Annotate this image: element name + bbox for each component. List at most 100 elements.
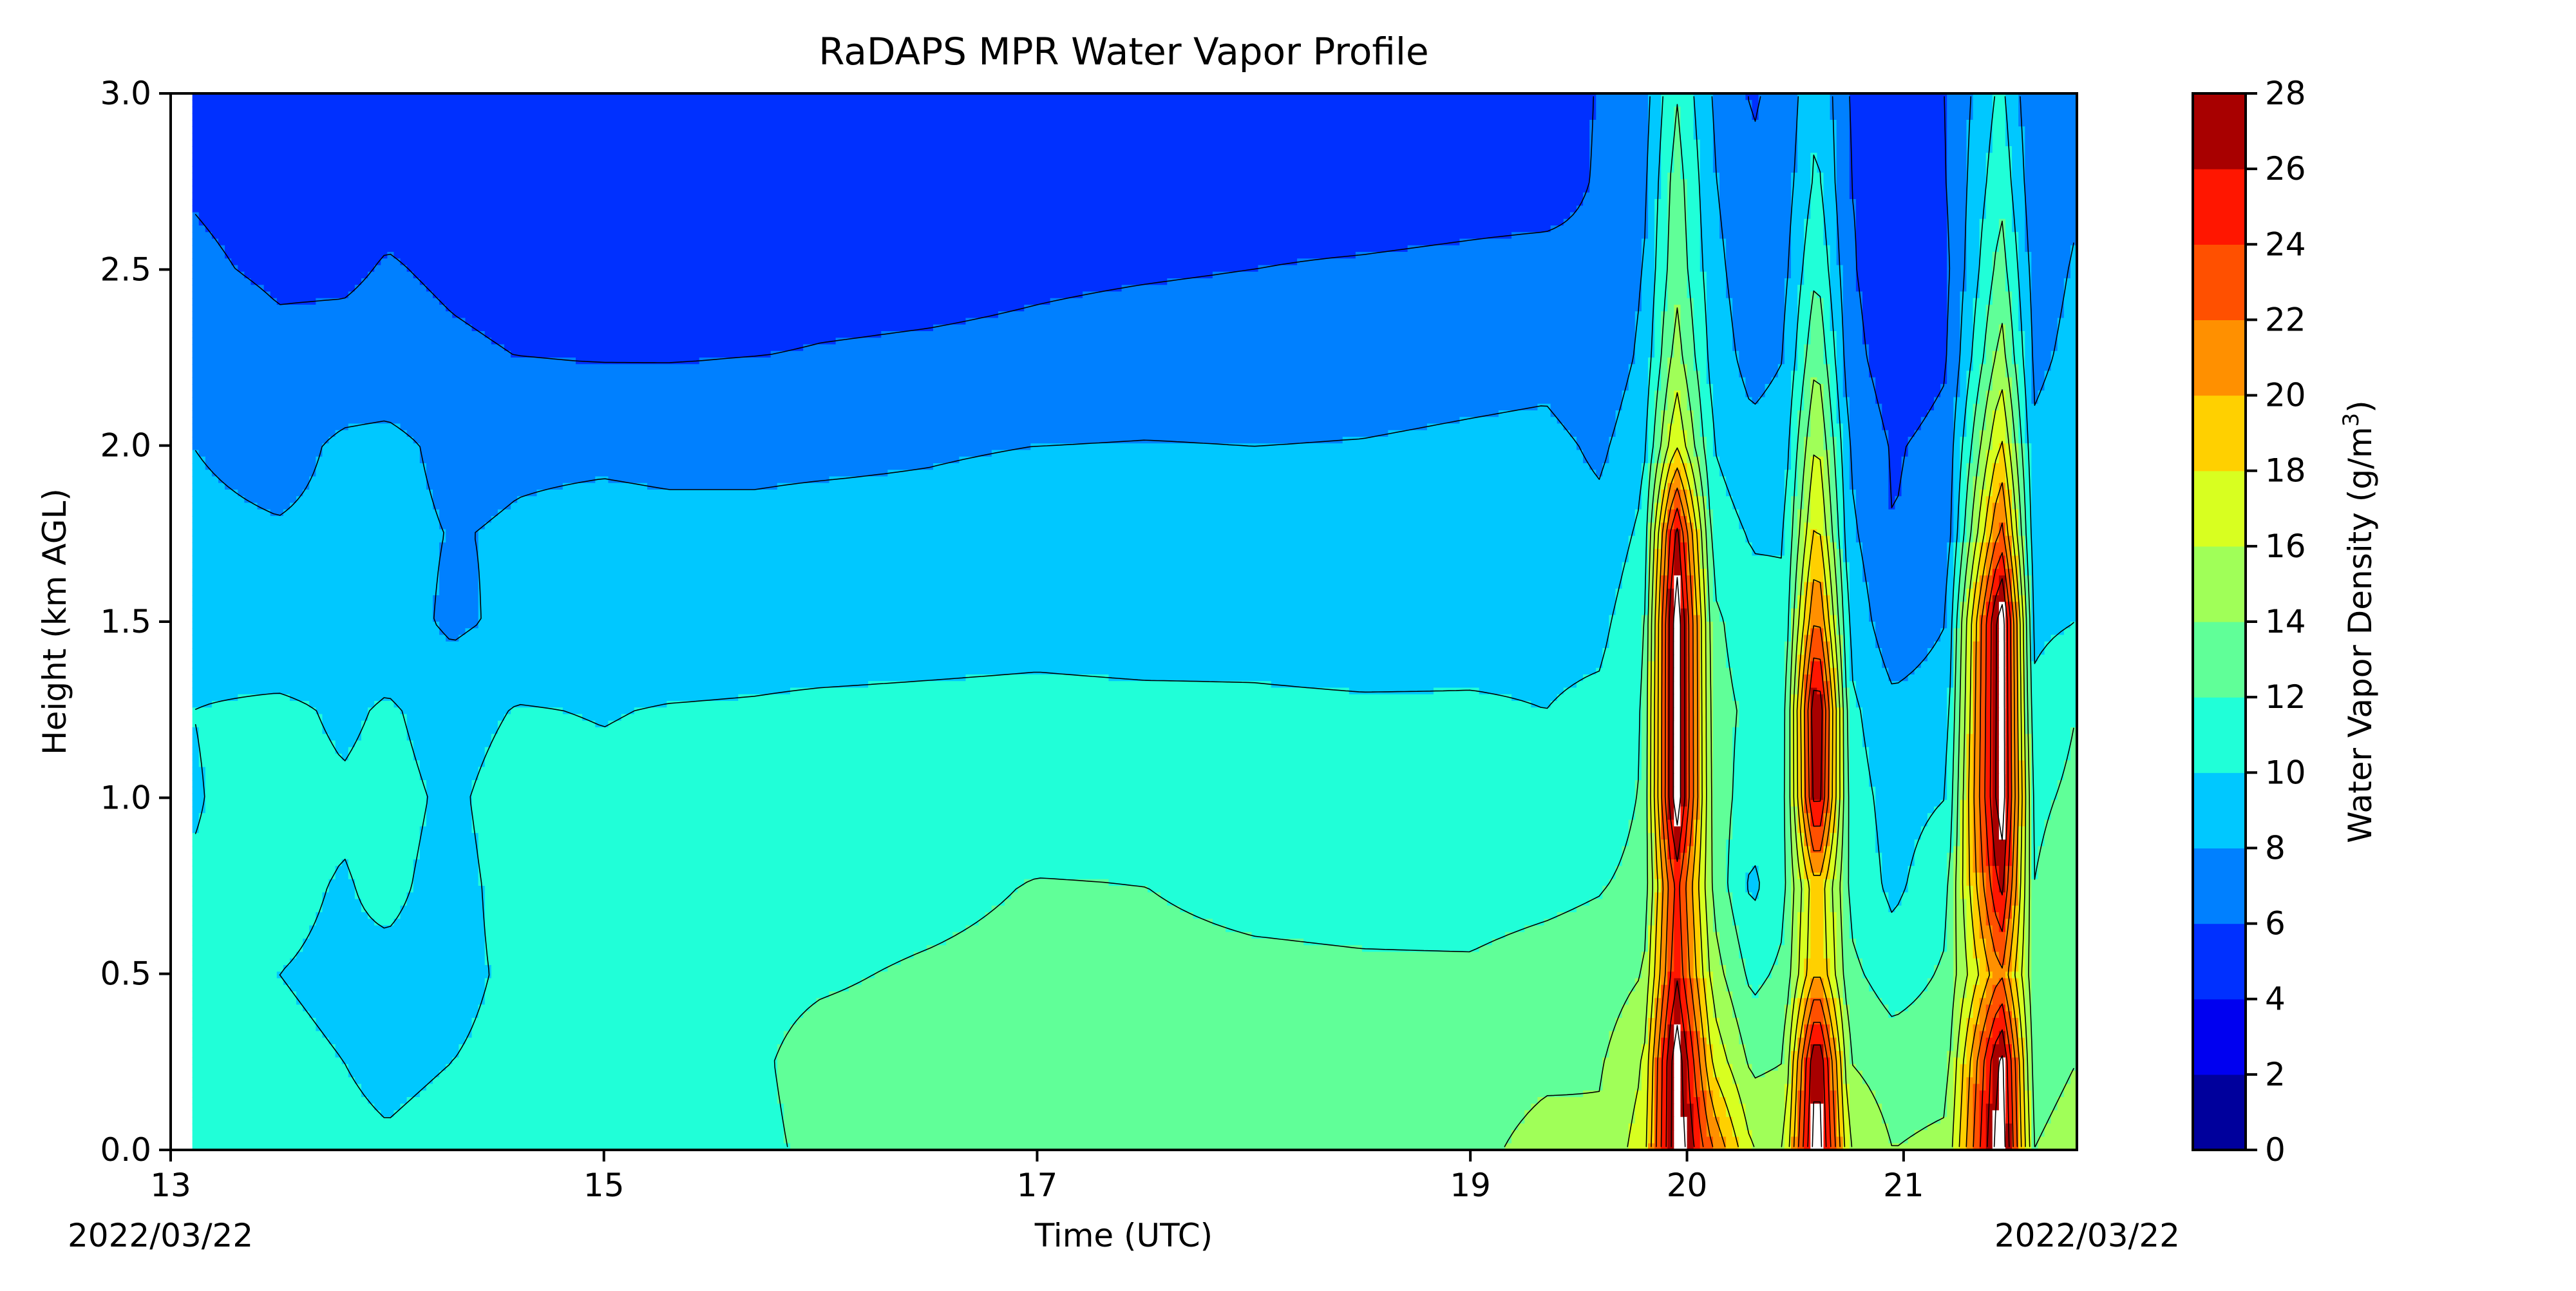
contour-cell [1836,575,1844,583]
contour-cell [1973,767,1980,774]
contour-cell [1797,872,1804,880]
contour-cell [1791,780,1798,788]
contour-cell [1667,1024,1675,1032]
contour-cell [1960,1018,1967,1026]
contour-cell [2031,265,2071,273]
contour-cell [192,555,440,563]
contour-cell [1973,714,1980,722]
contour-cell [1589,166,1649,173]
contour-cell [1784,879,1792,886]
contour-cell [2005,278,2019,286]
contour-cell [322,905,362,913]
contour-cell [478,535,1629,543]
contour-cell [322,443,421,451]
contour-cell [1855,265,1947,273]
contour-cell [2012,450,2019,457]
contour-cell [1674,661,1681,669]
contour-cell [2018,403,2026,411]
contour-cell [1791,437,1798,445]
contour-cell [1823,879,1831,886]
contour-cell [1706,1044,1714,1052]
contour-cell [2025,641,2032,649]
contour-cell [1888,470,1902,477]
contour-cell [1550,403,1623,411]
contour-cell [1842,542,1863,550]
contour-cell [1654,602,1662,609]
contour-cell [478,833,1629,841]
contour-cell [1823,852,1831,860]
contour-cell [1901,463,1955,471]
contour-cell [1979,780,1987,788]
contour-cell [1960,998,1974,1006]
contour-cell [1823,192,1837,200]
contour-cell [192,701,213,709]
contour-cell [192,886,330,894]
contour-cell [1979,252,1993,260]
contour-cell [1193,912,1558,920]
contour-cell [2005,767,2012,774]
contour-cell [1985,661,1993,669]
contour-cell [1842,384,1876,392]
contour-cell [1641,298,1655,305]
contour-cell [1979,1011,1987,1018]
contour-cell [303,939,486,946]
contour-cell [1823,358,1837,365]
contour-cell [2025,1031,2032,1038]
contour-cell [1784,912,1792,920]
contour-cell [1985,397,2000,405]
contour-cell [1661,1004,1669,1012]
contour-cell [1667,813,1675,821]
contour-cell [1654,483,1662,490]
contour-cell [1823,767,1831,774]
contour-cell [1823,939,1837,946]
contour-cell [406,892,486,900]
contour-cell [1797,641,1804,649]
contour-cell [1985,807,1993,814]
contour-cell [1947,271,1967,279]
contour-cell [1985,542,1993,550]
contour-cell [1966,212,1987,220]
contour-cell [1693,939,1701,946]
contour-cell [1797,694,1804,702]
contour-cell [1661,350,1675,358]
contour-cell [1622,562,1649,569]
contour-cell [419,443,1032,451]
contour-cell [1700,714,1707,722]
contour-cell [1979,667,1987,675]
contour-cell [2050,813,2077,821]
contour-cell [1674,641,1681,649]
contour-cell [1648,166,1662,173]
contour-cell [1973,773,1980,781]
contour-cell [1706,780,1714,788]
contour-cell [1810,819,1824,827]
contour-cell [1823,305,1831,312]
contour-cell [1973,331,1987,339]
contour-cell [446,535,479,543]
contour-cell [1180,905,1577,913]
contour-cell [1960,588,1967,596]
contour-cell [1966,813,1974,821]
contour-cell [1706,958,1720,966]
contour-cell [2031,952,2077,959]
contour-cell [1849,146,1947,154]
contour-cell [1687,206,1701,213]
contour-cell [1654,628,1662,636]
contour-cell [2031,846,2039,854]
contour-cell [1947,106,1974,114]
contour-cell [1784,846,1792,854]
contour-cell [1973,905,1980,913]
contour-cell [478,602,1616,609]
contour-cell [1966,674,1974,682]
contour-cell [1973,542,1980,550]
contour-cell [1615,417,1649,425]
contour-cell [2005,648,2012,656]
contour-cell [1804,344,1824,352]
contour-cell [192,1031,323,1038]
contour-cell [1648,773,1655,781]
contour-cell [1849,628,1876,636]
contour-cell [1661,608,1669,616]
contour-cell [2012,1044,2019,1052]
contour-cell [1804,807,1812,814]
contour-cell [1836,602,1844,609]
contour-cell [1947,555,1955,563]
